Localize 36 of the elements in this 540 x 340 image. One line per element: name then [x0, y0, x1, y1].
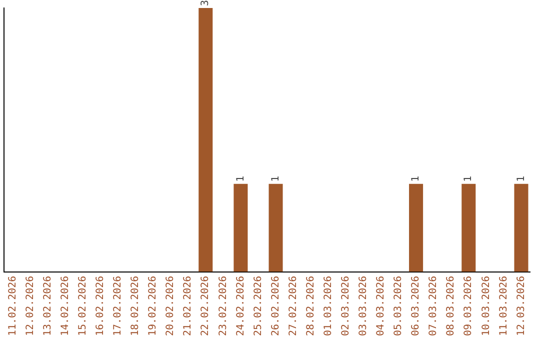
- x-tick-label: 24.02.2026: [235, 276, 246, 336]
- x-tick-label: 12.03.2026: [516, 276, 527, 336]
- x-tick-label: 11.03.2026: [498, 276, 510, 336]
- x-tick-label: 02.03.2026: [340, 276, 352, 336]
- x-tick-label: 06.03.2026: [410, 276, 422, 336]
- data-label: 3: [200, 0, 212, 6]
- x-tick-label: 23.02.2026: [218, 276, 229, 336]
- x-tick-label: 08.03.2026: [446, 276, 457, 336]
- x-tick-label: 04.03.2026: [376, 276, 387, 336]
- x-tick-label: 18.02.2026: [130, 276, 142, 336]
- data-label: 1: [516, 176, 527, 182]
- x-tick-label: 19.02.2026: [148, 276, 159, 336]
- x-tick-label: 05.03.2026: [393, 276, 404, 336]
- x-tick-label: 17.02.2026: [112, 276, 124, 336]
- x-tick-label: 20.02.2026: [165, 276, 176, 336]
- x-tick-label: 10.03.2026: [480, 276, 492, 336]
- x-tick-label: 15.02.2026: [77, 276, 88, 336]
- x-tick-label: 14.02.2026: [60, 276, 71, 336]
- x-tick-label: 26.02.2026: [270, 276, 282, 336]
- x-tick-label: 01.03.2026: [322, 276, 334, 336]
- x-tick-label: 12.02.2026: [24, 276, 36, 336]
- data-label: 1: [463, 176, 474, 182]
- x-tick-label: 03.03.2026: [358, 276, 370, 336]
- x-tick-label: 22.02.2026: [200, 276, 212, 336]
- x-tick-label: 28.02.2026: [305, 276, 316, 336]
- data-label: 1: [235, 176, 246, 182]
- data-label: 1: [410, 176, 422, 182]
- x-tick-label: 09.03.2026: [463, 276, 474, 336]
- x-tick-label: 16.02.2026: [95, 276, 106, 336]
- x-tick-label: 13.02.2026: [42, 276, 54, 336]
- x-tick-label: 25.02.2026: [252, 276, 264, 336]
- x-tick-label: 27.02.2026: [288, 276, 299, 336]
- x-tick-label: 11.02.2026: [7, 276, 18, 336]
- x-tick-label: 21.02.2026: [182, 276, 194, 336]
- x-tick-label: 07.03.2026: [428, 276, 440, 336]
- data-label: 1: [270, 176, 282, 182]
